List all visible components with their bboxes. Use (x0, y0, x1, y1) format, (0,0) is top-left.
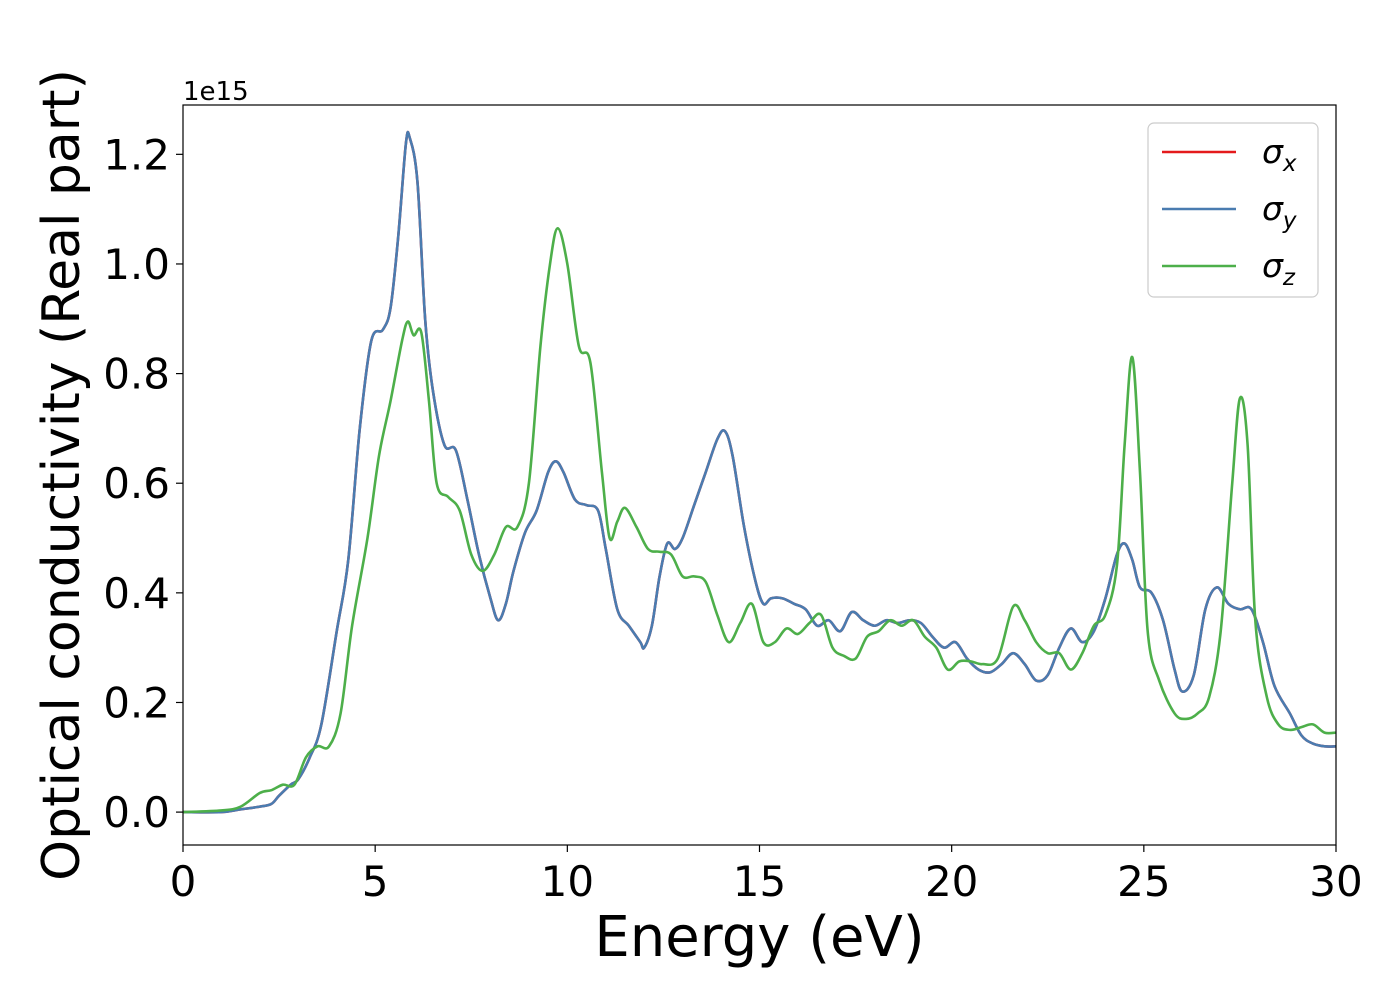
y-tick-label: 0.4 (103, 569, 170, 618)
x-tick-label: 5 (362, 857, 389, 906)
y-axis: 0.0 0.2 0.4 0.6 0.8 1.0 1.2 (103, 130, 183, 837)
x-axis: 0 5 10 15 20 25 30 (170, 845, 1363, 906)
x-tick-label: 25 (1117, 857, 1170, 906)
y-tick-label: 0.6 (103, 459, 170, 508)
x-tick-label: 30 (1309, 857, 1362, 906)
y-axis-label: Optical conductivity (Real part) (32, 69, 92, 881)
legend-label-z: σz (1262, 246, 1296, 291)
x-tick-label: 10 (541, 857, 594, 906)
legend-label-y: σy (1262, 189, 1297, 234)
y-tick-label: 0.0 (103, 788, 170, 837)
legend-label-x: σx (1262, 132, 1297, 177)
x-axis-label: Energy (eV) (594, 905, 924, 970)
y-offset-text: 1e15 (183, 77, 249, 107)
x-tick-label: 20 (925, 857, 978, 906)
series-line-z (183, 227, 1336, 814)
legend: σx σy σz (1147, 122, 1319, 298)
x-tick-label: 15 (733, 857, 786, 906)
series-layer (183, 130, 1336, 814)
series-line-y (183, 130, 1336, 814)
y-tick-label: 1.0 (103, 240, 170, 289)
y-tick-label: 1.2 (103, 130, 170, 179)
x-tick-label: 0 (170, 857, 197, 906)
y-tick-label: 0.8 (103, 350, 170, 399)
y-tick-label: 0.2 (103, 678, 170, 727)
